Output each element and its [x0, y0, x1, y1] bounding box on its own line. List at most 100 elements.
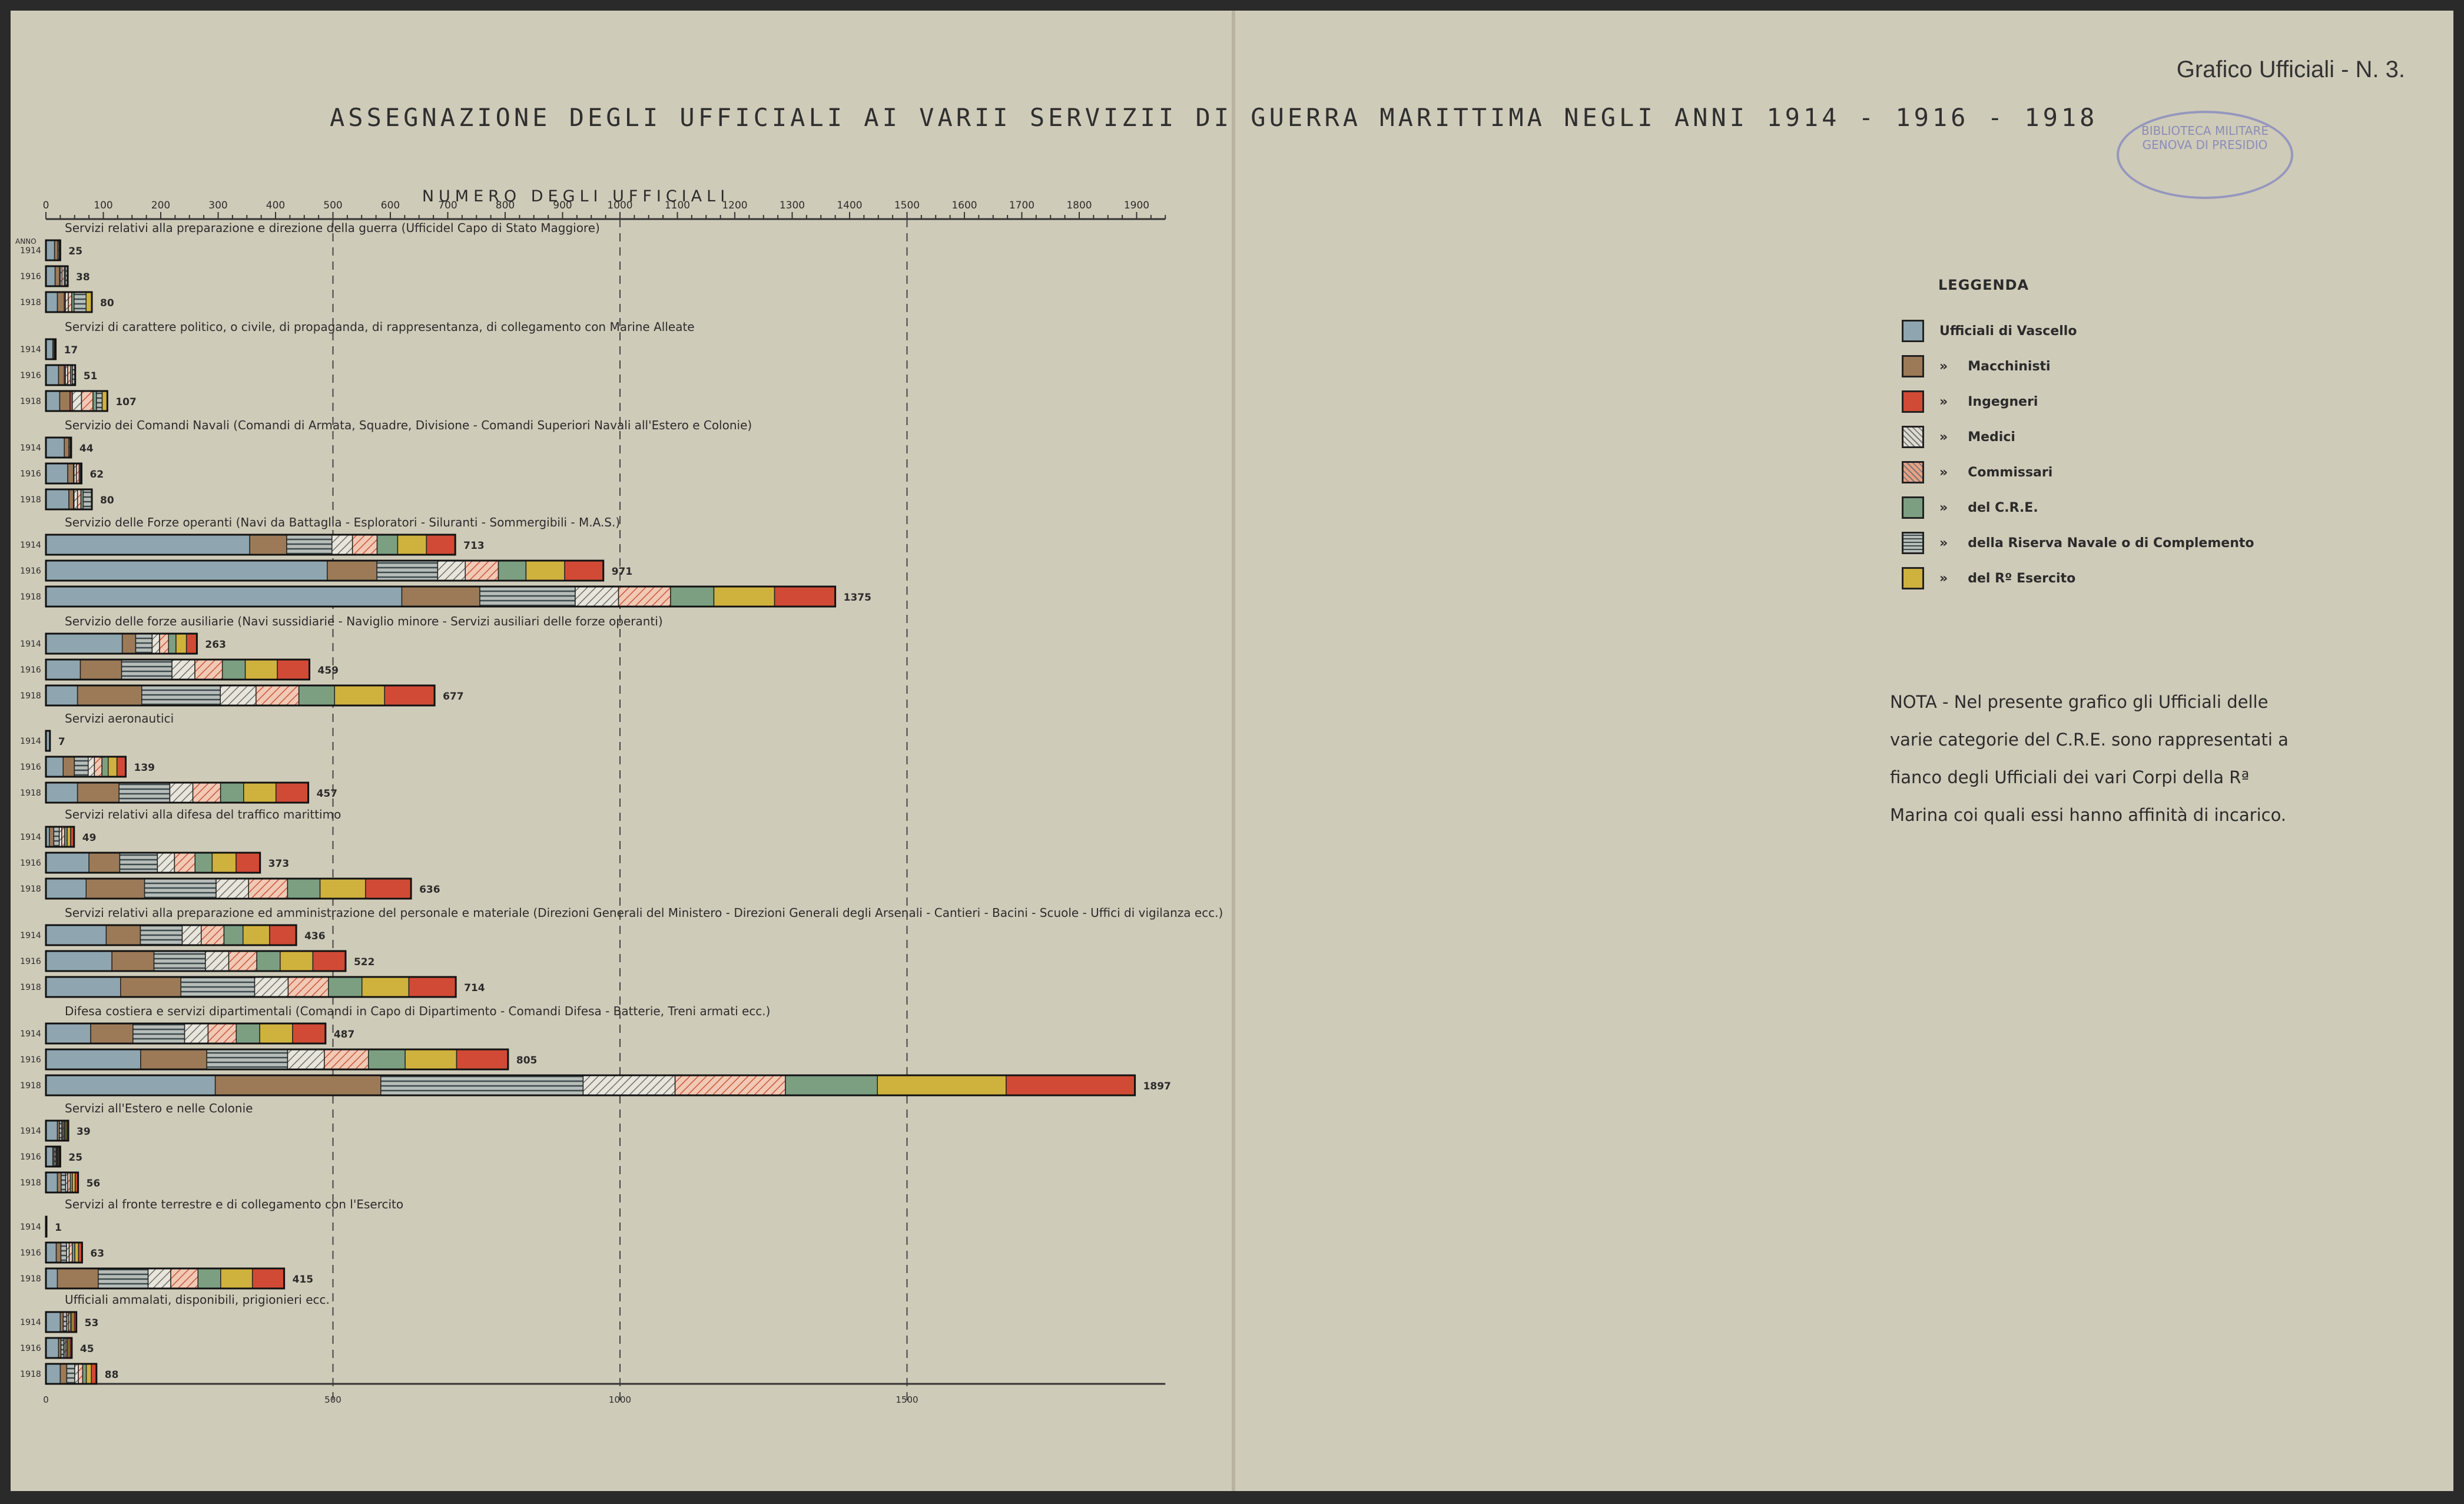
top-tick-label: 800	[496, 200, 515, 211]
year-label: 1918	[20, 1081, 41, 1091]
bar-outline	[45, 658, 311, 681]
bar-value-label: 677	[443, 691, 464, 703]
bar-segment	[45, 925, 107, 946]
bar-segment	[205, 950, 230, 972]
bar-value-label: 25	[68, 246, 82, 257]
top-tick-label: 1900	[1124, 200, 1149, 211]
legend-ditto: »	[1939, 535, 1948, 551]
bar-outline	[45, 1171, 79, 1194]
bar-segment	[498, 560, 527, 581]
bar-segment	[45, 950, 112, 972]
bar-segment	[74, 1363, 79, 1384]
bar-segment	[59, 1363, 68, 1384]
bar-segment	[220, 1268, 253, 1289]
year-label: 1918	[20, 397, 41, 406]
bar-outline	[45, 730, 51, 752]
bar-segment	[479, 586, 576, 607]
bar-segment	[215, 878, 249, 899]
top-tick-label: 1600	[951, 200, 977, 211]
legend-item: » del Rº Esercito	[1902, 561, 2279, 596]
bar-segment	[312, 950, 346, 972]
bar-segment	[78, 1363, 84, 1384]
legend-ditto: »	[1939, 465, 1948, 480]
bar-segment	[45, 1075, 216, 1096]
bar-segment	[220, 782, 244, 803]
bar-segment	[1006, 1075, 1136, 1096]
legend-item: » Macchinisti	[1902, 349, 2279, 384]
bar-segment	[351, 534, 378, 555]
bar-value-label: 1375	[844, 592, 871, 604]
bar-segment	[45, 1023, 91, 1044]
bar-segment	[181, 925, 202, 946]
bar-segment	[121, 659, 173, 680]
bar-segment	[105, 925, 141, 946]
bar-segment	[45, 1120, 58, 1141]
bar-segment	[404, 1049, 457, 1070]
bar-segment	[197, 1268, 221, 1289]
year-label: 1914	[20, 443, 41, 453]
bar-segment	[45, 463, 68, 484]
top-tick-label: 1800	[1066, 200, 1092, 211]
bar-segment	[670, 586, 715, 607]
year-label: 1918	[20, 1274, 41, 1284]
year-label: 1918	[20, 789, 41, 798]
year-label: 1914	[20, 246, 41, 256]
bar-value-label: 415	[293, 1274, 314, 1286]
bar-segment	[785, 1075, 878, 1096]
top-tick-label: 1000	[607, 200, 632, 211]
bar-segment	[94, 756, 102, 777]
legend-item: » Ingegneri	[1902, 384, 2279, 419]
top-tick-label: 100	[94, 200, 112, 211]
bar-segment	[194, 852, 213, 873]
legend-ditto: »	[1939, 429, 1948, 445]
bar-value-label: 1	[55, 1222, 62, 1234]
bar-segment	[171, 659, 195, 680]
legend-item: » del C.R.E.	[1902, 490, 2279, 525]
top-tick-label: 300	[208, 200, 227, 211]
bar-segment	[184, 1023, 209, 1044]
bar-segment	[228, 950, 257, 972]
bar-segment	[206, 1049, 288, 1070]
bar-segment	[45, 1049, 141, 1070]
year-label: 1916	[20, 1248, 41, 1258]
bar-segment	[85, 1363, 92, 1384]
legend-ditto: »	[1939, 571, 1948, 586]
bar-segment	[380, 1075, 584, 1096]
bar-segment	[618, 586, 671, 607]
top-tick-label: 500	[323, 200, 342, 211]
bar-segment	[244, 659, 278, 680]
bar-value-label: 53	[85, 1317, 99, 1329]
legend-swatch	[1902, 532, 1924, 554]
bar-outline	[45, 364, 77, 386]
bar-segment	[96, 390, 103, 412]
bar-segment	[287, 976, 329, 998]
bar-segment	[82, 1363, 87, 1384]
bar-value-label: 45	[80, 1343, 94, 1355]
bar-segment	[62, 756, 75, 777]
bar-segment	[774, 586, 836, 607]
bar-segment	[59, 390, 71, 412]
year-label: 1918	[20, 592, 41, 602]
year-label: 1914	[20, 737, 41, 746]
bar-segment	[465, 560, 499, 581]
chart-title: ASSEGNAZIONE DEGLI UFFICIALI AI VARII SE…	[330, 103, 2098, 132]
bar-segment	[67, 463, 74, 484]
top-tick-label: 1500	[894, 200, 920, 211]
bar-segment	[254, 976, 289, 998]
bar-segment	[121, 633, 137, 654]
group-label: Difesa costiera e servizi dipartimentali…	[65, 1004, 770, 1018]
bar-value-label: 459	[318, 665, 339, 677]
bar-segment	[384, 685, 435, 706]
bar-segment	[45, 560, 328, 581]
bar-outline	[45, 1267, 286, 1290]
bar-segment	[45, 633, 123, 654]
bar-value-label: 7	[58, 736, 65, 748]
legend-label: Ufficiali di Vascello	[1939, 323, 2077, 339]
year-label: 1918	[20, 691, 41, 701]
year-label: 1916	[20, 1055, 41, 1065]
bar-segment	[151, 633, 160, 654]
bar-segment	[111, 950, 155, 972]
bar-segment	[77, 685, 142, 706]
year-label: 1916	[20, 665, 41, 675]
group-label: Servizi al fronte terrestre e di collega…	[65, 1197, 403, 1211]
